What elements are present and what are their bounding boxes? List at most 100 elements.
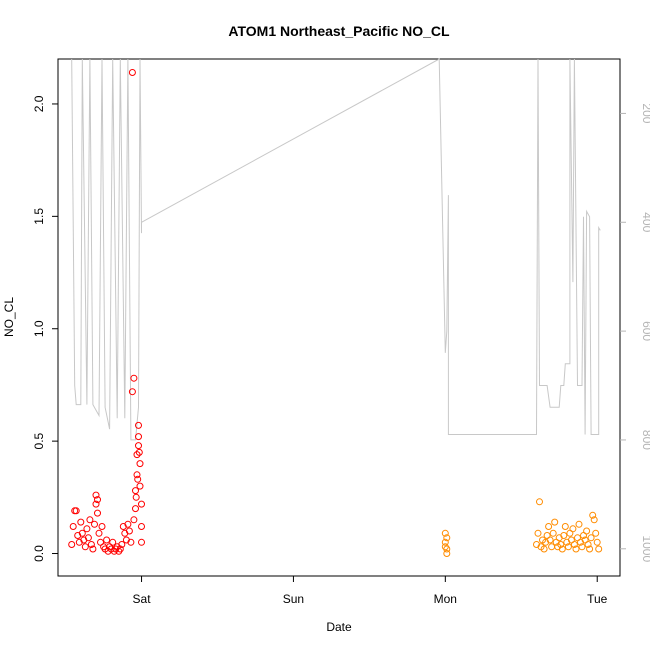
- data-point: [138, 523, 145, 530]
- data-point: [134, 475, 142, 483]
- data-point: [132, 487, 139, 495]
- data-point: [128, 388, 136, 396]
- y-right-tick-label: 1000: [640, 535, 650, 562]
- data-point: [586, 545, 594, 553]
- y-axis-label: NO_CL: [2, 297, 16, 337]
- data-point: [130, 516, 138, 524]
- data-point: [441, 529, 449, 537]
- data-point: [69, 523, 77, 530]
- y-right-tick-label: 800: [640, 430, 650, 450]
- data-point: [570, 541, 578, 548]
- y-left-tick-label: 1.5: [32, 208, 46, 225]
- data-point: [133, 451, 141, 459]
- y-left-tick-label: 2.0: [32, 95, 46, 112]
- data-point: [441, 538, 449, 546]
- data-point: [575, 520, 583, 528]
- data-point: [128, 69, 136, 76]
- data-point: [91, 520, 98, 528]
- data-point: [78, 529, 86, 537]
- y-right-tick-label: 400: [640, 212, 650, 232]
- data-point: [534, 529, 542, 537]
- data-point: [92, 500, 100, 508]
- x-tick-label: Tue: [587, 592, 608, 606]
- chart-title: ATOM1 Northeast_Pacific NO_CL: [228, 23, 450, 39]
- x-axis: Sat Sun Mon Tue: [133, 576, 608, 606]
- data-point: [127, 538, 135, 546]
- x-tick-label: Sun: [283, 592, 304, 606]
- y-axis-right: 200 400 600 800 1000: [620, 103, 650, 562]
- data-point: [84, 534, 92, 542]
- y-right-tick-label: 600: [640, 321, 650, 341]
- x-tick-label: Sat: [133, 592, 152, 606]
- data-point: [125, 527, 133, 535]
- data-point: [92, 491, 100, 499]
- data-point: [103, 536, 111, 544]
- data-point: [549, 529, 557, 537]
- series-1-points: [68, 69, 145, 555]
- data-point: [94, 509, 101, 517]
- series-layer: [68, 58, 603, 557]
- data-point: [560, 532, 568, 539]
- data-point: [557, 541, 565, 548]
- data-point: [578, 543, 586, 551]
- y-right-tick-label: 200: [640, 103, 650, 123]
- data-point: [587, 534, 595, 542]
- data-point: [569, 525, 577, 533]
- pressure-line: [71, 58, 601, 441]
- y-left-tick-label: 1.0: [32, 320, 46, 337]
- data-point: [443, 534, 451, 542]
- data-point: [132, 505, 139, 513]
- data-point: [564, 543, 572, 551]
- plot-frame: [57, 58, 621, 577]
- data-point: [443, 550, 451, 557]
- y-left-tick-label: 0.0: [32, 545, 46, 562]
- data-point: [441, 543, 449, 551]
- data-point: [589, 511, 597, 519]
- x-tick-label: Mon: [434, 592, 457, 606]
- data-point: [551, 518, 559, 526]
- data-point: [109, 538, 117, 546]
- data-point: [595, 545, 603, 553]
- data-point: [540, 545, 548, 553]
- data-point: [593, 538, 601, 546]
- data-point: [94, 496, 101, 504]
- data-point: [133, 471, 141, 479]
- data-point: [536, 498, 543, 506]
- data-point: [132, 493, 140, 501]
- data-point: [584, 541, 592, 548]
- data-point: [95, 529, 103, 537]
- data-point: [81, 543, 89, 551]
- data-point: [135, 448, 143, 456]
- data-point: [98, 523, 106, 530]
- data-point: [124, 520, 132, 528]
- data-point: [561, 523, 569, 530]
- data-point: [546, 536, 554, 544]
- data-point: [545, 523, 553, 530]
- data-point: [86, 516, 94, 524]
- data-point: [136, 460, 144, 468]
- data-point: [118, 541, 126, 548]
- data-point: [592, 529, 600, 537]
- data-point: [135, 421, 142, 429]
- data-point: [135, 442, 142, 450]
- series-2-points: [441, 498, 603, 557]
- data-point: [116, 545, 124, 553]
- data-point: [87, 541, 95, 548]
- data-point: [130, 374, 138, 382]
- data-point: [138, 500, 145, 508]
- data-point: [558, 545, 566, 553]
- data-point: [138, 538, 145, 546]
- data-point: [72, 507, 80, 515]
- x-axis-label: Date: [326, 620, 352, 634]
- data-point: [77, 518, 85, 526]
- y-axis-left: 0.0 0.5 1.0 1.5 2.0: [32, 95, 58, 562]
- y-left-tick-label: 0.5: [32, 432, 46, 449]
- data-point: [583, 527, 591, 535]
- data-point: [89, 545, 97, 553]
- data-point: [572, 545, 580, 553]
- data-point: [83, 525, 91, 533]
- data-point: [590, 516, 598, 524]
- data-point: [136, 482, 144, 490]
- data-point: [68, 541, 76, 548]
